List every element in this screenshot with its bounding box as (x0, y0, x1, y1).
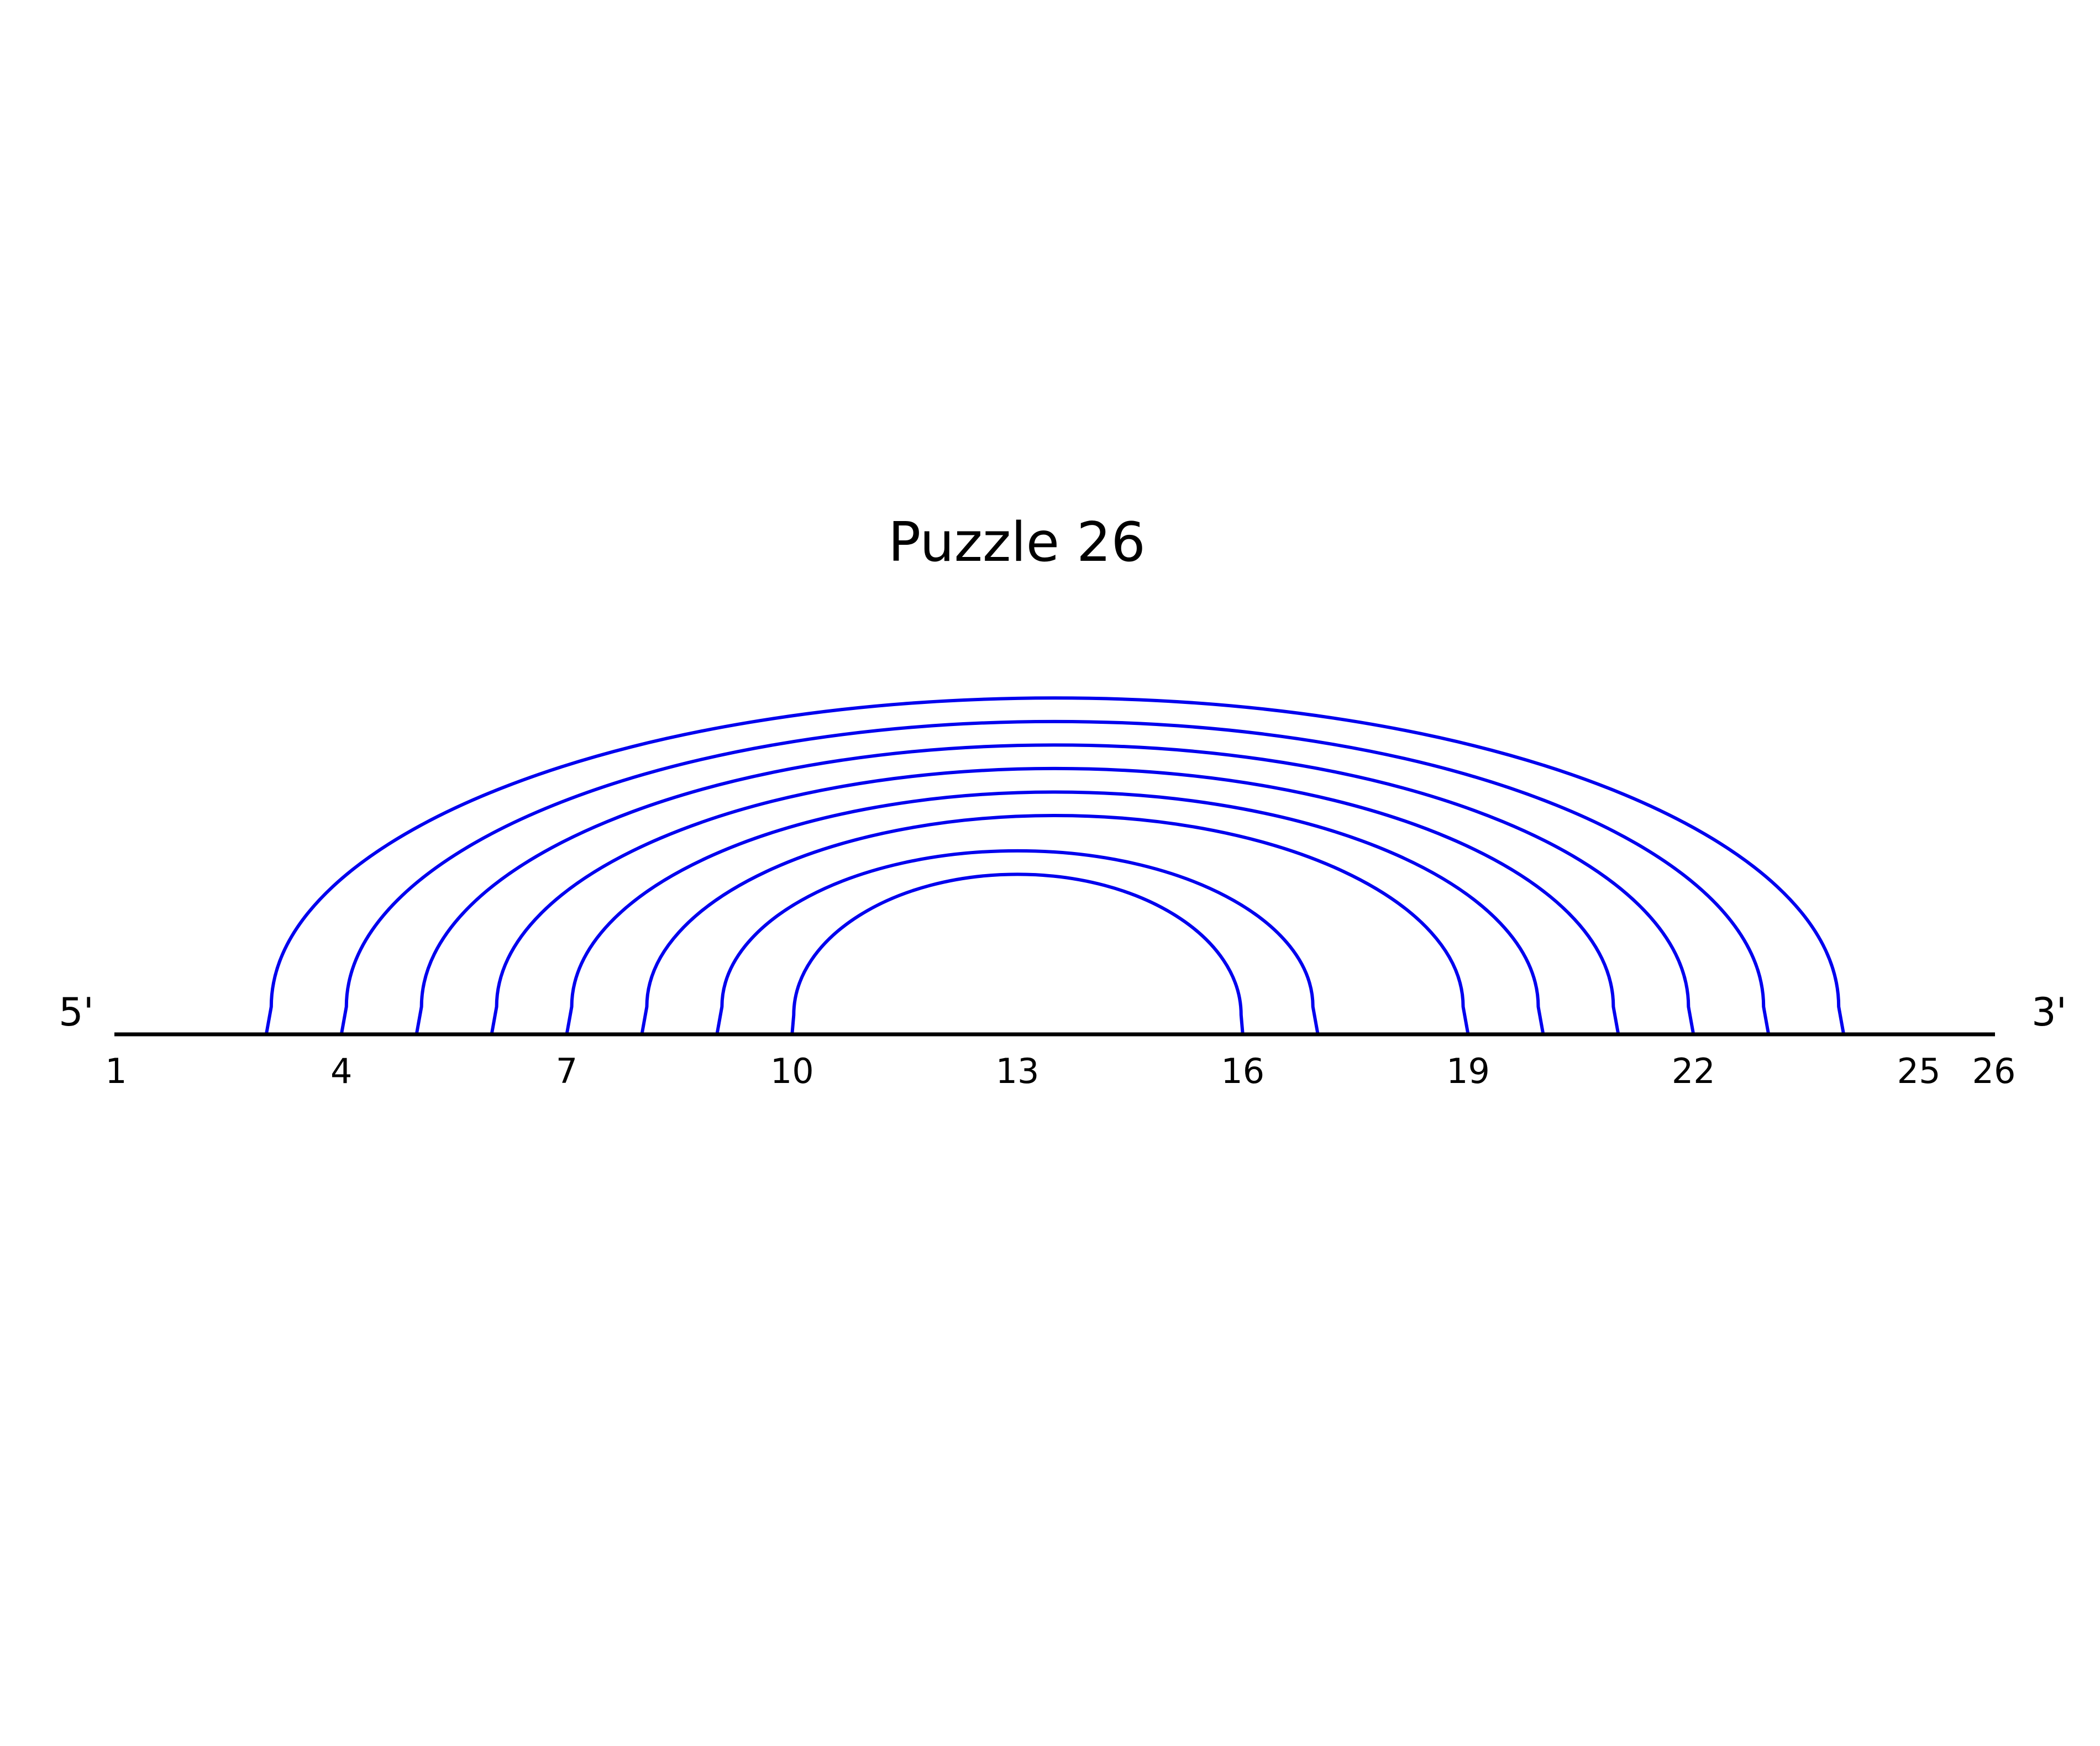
tick-label-26: 26 (1972, 1051, 2016, 1091)
base-pair-arc-7-20 (565, 790, 1545, 1035)
tick-label-22: 22 (1672, 1051, 1715, 1091)
diagram-title: Puzzle 26 (888, 511, 1146, 574)
base-pair-arc-8-19 (640, 814, 1470, 1035)
base-pair-arc-3-24 (264, 696, 1846, 1035)
tick-label-4: 4 (330, 1051, 352, 1091)
tick-label-16: 16 (1221, 1051, 1264, 1091)
tick-label-7: 7 (556, 1051, 578, 1091)
base-pair-arc-6-21 (490, 766, 1620, 1035)
base-pair-arc-5-22 (414, 743, 1695, 1035)
tick-label-19: 19 (1446, 1051, 1490, 1091)
three-prime-label: 3' (2031, 990, 2067, 1035)
tick-label-10: 10 (770, 1051, 814, 1091)
base-pair-arc-9-17 (715, 849, 1320, 1035)
tick-label-13: 13 (996, 1051, 1040, 1091)
base-pair-arc-10-16 (790, 872, 1245, 1035)
base-pair-arc-4-23 (339, 719, 1771, 1035)
base-pair-arcs (264, 696, 1846, 1035)
tick-label-1: 1 (105, 1051, 127, 1091)
position-tick-labels: 1 4 7 10 13 16 19 22 25 26 (105, 1051, 2015, 1091)
tick-label-25: 25 (1897, 1051, 1941, 1091)
five-prime-label: 5' (59, 990, 94, 1035)
